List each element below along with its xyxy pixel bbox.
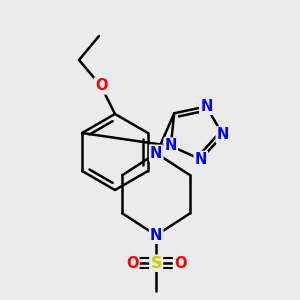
Text: N: N bbox=[200, 99, 213, 114]
Text: N: N bbox=[217, 128, 229, 142]
Text: N: N bbox=[150, 146, 162, 161]
Text: O: O bbox=[174, 256, 186, 271]
Text: S: S bbox=[150, 256, 162, 271]
Text: O: O bbox=[95, 79, 107, 94]
Text: O: O bbox=[126, 256, 138, 271]
Text: N: N bbox=[150, 228, 162, 243]
Text: N: N bbox=[165, 139, 177, 154]
Text: N: N bbox=[195, 152, 207, 167]
